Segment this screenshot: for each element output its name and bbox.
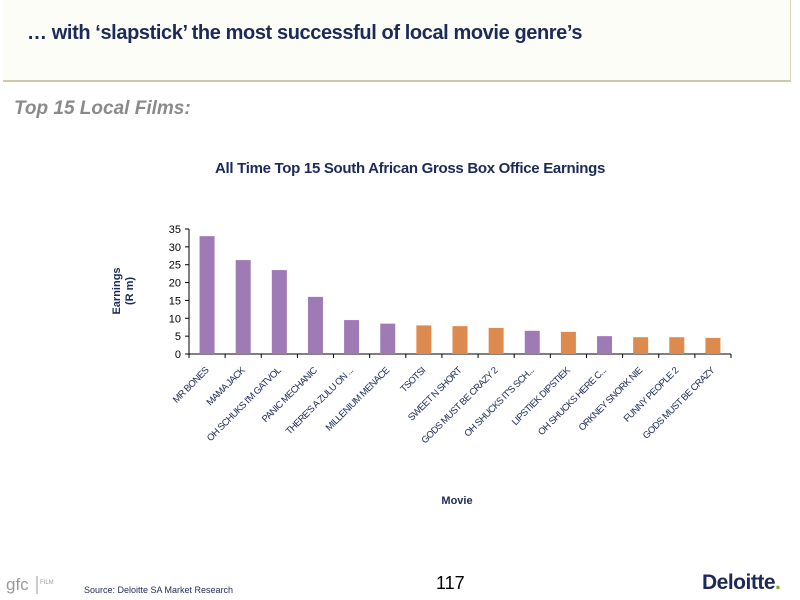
x-tick-label: GODS MUST BE CRAZY <box>641 364 718 441</box>
slide-title: … with ‘slapstick’ the most successful o… <box>27 22 583 44</box>
bar <box>307 296 323 354</box>
y-tick-label: 10 <box>169 313 181 325</box>
bar <box>669 337 685 354</box>
bar <box>633 337 649 354</box>
bar <box>235 260 251 354</box>
bar <box>524 330 540 354</box>
header-banner: … with ‘slapstick’ the most successful o… <box>3 0 791 82</box>
section-heading: Top 15 Local Films: <box>14 98 191 119</box>
y-tick-label: 5 <box>175 331 181 343</box>
bar <box>597 336 613 354</box>
bar <box>380 323 396 354</box>
y-tick-label: 15 <box>169 295 181 307</box>
x-tick-label: THERE'S A ZULU ON ... <box>284 365 356 437</box>
deloitte-logo-text: Deloitte <box>702 571 776 594</box>
bar <box>271 270 287 354</box>
x-axis-label: Movie <box>441 495 472 507</box>
bar <box>199 236 215 354</box>
page-number: 117 <box>436 573 465 593</box>
x-tick-label: TSOTSI <box>398 365 427 394</box>
y-axis-label: Earnings(R m) <box>111 267 136 314</box>
source-note: Source: Deloitte SA Market Research <box>84 585 234 595</box>
logo-text: gfc <box>6 575 29 594</box>
bar <box>488 327 504 354</box>
bar <box>705 337 721 354</box>
logo-subtext: FILM <box>40 580 54 586</box>
x-tick-label: ORKNEY SNORK NIE <box>577 365 645 433</box>
y-tick-label: 25 <box>169 260 181 272</box>
bar <box>452 326 468 354</box>
bar <box>344 320 360 354</box>
bar <box>560 331 576 354</box>
y-tick-label: 0 <box>175 349 181 361</box>
deloitte-logo: Deloitte. <box>702 571 781 595</box>
y-tick-label: 20 <box>169 278 181 290</box>
x-tick-label: OH SHUCKS HERE C... <box>536 365 609 438</box>
x-tick-label: MILLENIUM MENACE <box>324 365 392 433</box>
deloitte-logo-dot: . <box>775 571 781 594</box>
x-tick-label: OH SHUCKS IT'S SCH... <box>462 365 536 439</box>
y-tick-label: 30 <box>169 242 181 254</box>
chart-title: All Time Top 15 South African Gross Box … <box>215 160 605 177</box>
y-tick-label: 35 <box>169 224 181 236</box>
gfc-film-logo: gfc FILM <box>6 575 54 594</box>
bar <box>416 325 432 354</box>
